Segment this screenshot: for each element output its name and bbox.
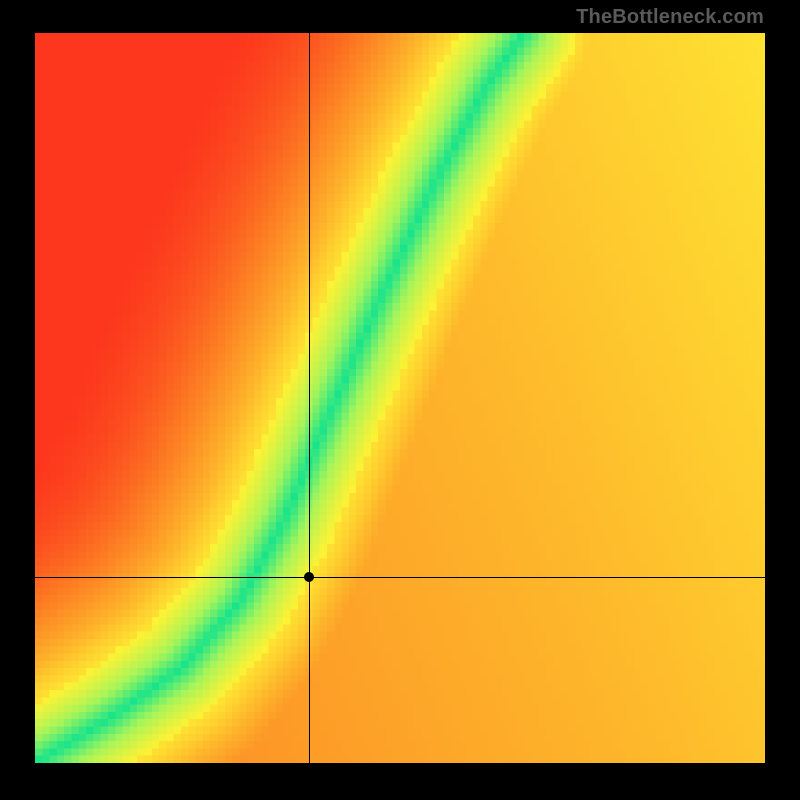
heatmap-canvas — [35, 33, 765, 763]
crosshair-horizontal — [35, 577, 765, 578]
crosshair-vertical — [309, 33, 310, 763]
watermark-text: TheBottleneck.com — [576, 6, 764, 29]
plot-area — [35, 33, 765, 763]
crosshair-marker — [304, 572, 314, 582]
chart-container: TheBottleneck.com — [0, 0, 800, 800]
